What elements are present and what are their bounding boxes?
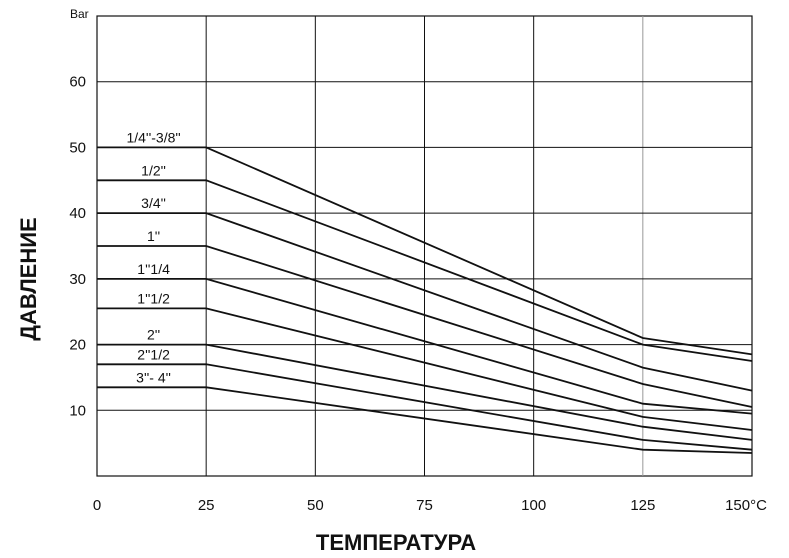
x-tick-label: 25	[198, 497, 215, 514]
series-lines	[97, 146, 753, 454]
x-tick-label: 0	[93, 497, 101, 514]
y-tick-label: 60	[69, 74, 86, 91]
y-tick-label: 40	[69, 205, 86, 222]
y-tick-labels: 10 20 30 40 50 60	[69, 74, 86, 420]
series-label: 1''1/4	[137, 261, 170, 277]
series-label: 1''	[147, 228, 160, 244]
x-tick-label: 50	[307, 497, 324, 514]
series-line	[97, 146, 753, 356]
y-unit-label: Bar	[70, 7, 89, 21]
x-tick-label: 100	[521, 497, 546, 514]
series-label: 1/2''	[141, 162, 166, 178]
series-line	[97, 363, 753, 451]
series-label: 2''1/2	[137, 346, 170, 362]
series-label: 1/4''-3/8''	[126, 129, 180, 145]
y-axis-title: ДАВЛЕНИЕ	[16, 217, 41, 340]
x-tick-label: 150°C	[725, 497, 767, 514]
series-labels: 1/4''-3/8'' 1/2'' 3/4'' 1'' 1''1/4 1''1/2 2'' 2…	[126, 129, 180, 385]
series-line	[97, 245, 753, 408]
series-line	[97, 179, 753, 362]
series-line	[97, 386, 753, 454]
y-tick-label: 10	[69, 402, 86, 419]
y-tick-label: 20	[69, 337, 86, 354]
x-tick-label: 125	[630, 497, 655, 514]
series-line	[97, 343, 753, 441]
series-label: 1''1/2	[137, 290, 170, 306]
series-line	[97, 307, 753, 431]
x-tick-label: 75	[416, 497, 433, 514]
series-label: 3''- 4''	[136, 369, 171, 385]
series-label: 3/4''	[141, 195, 166, 211]
y-tick-label: 50	[69, 139, 86, 156]
series-line	[97, 212, 753, 392]
series-line	[97, 278, 753, 415]
series-label: 2''	[147, 327, 160, 343]
x-tick-labels: 0 25 50 75 100 125 150°C	[93, 497, 767, 514]
x-axis-title: ТЕМПЕРАТУРА	[316, 530, 476, 555]
y-tick-label: 30	[69, 271, 86, 288]
